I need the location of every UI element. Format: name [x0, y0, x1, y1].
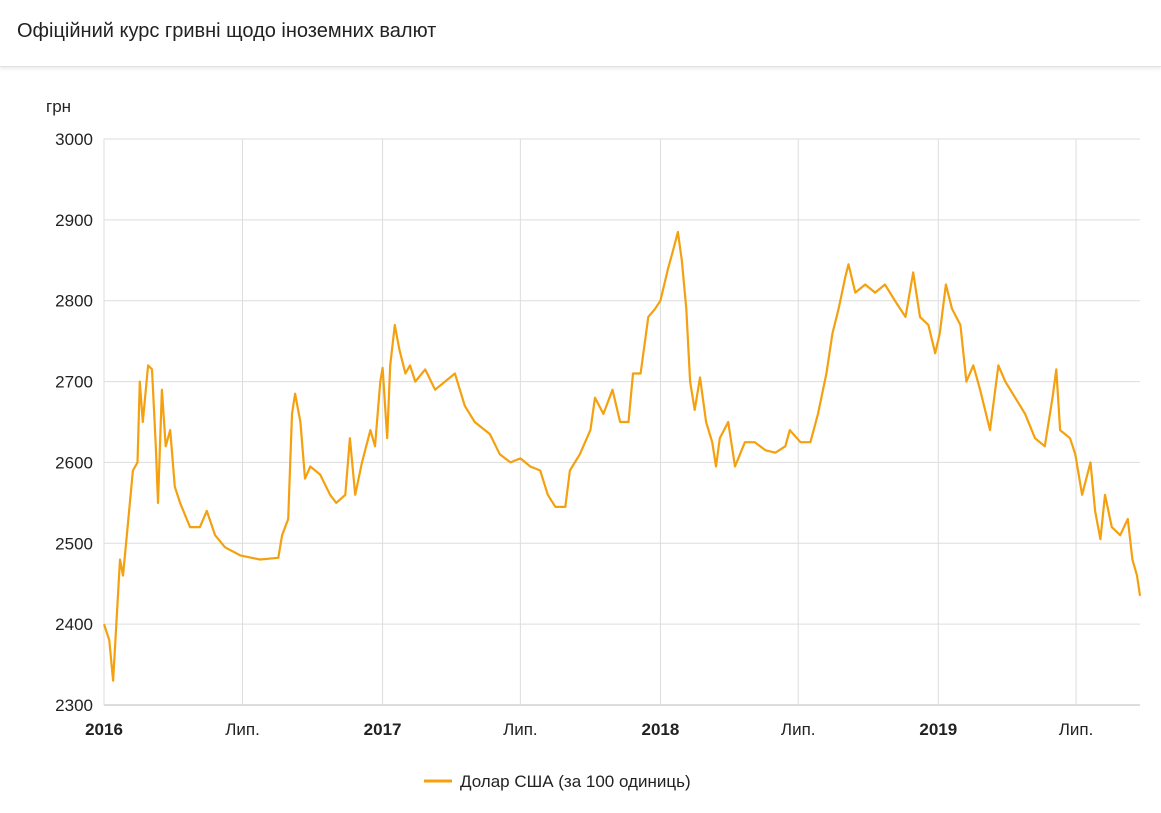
y-tick-label: 2600: [55, 453, 93, 472]
x-tick-label: 2018: [642, 720, 680, 739]
page-title: Офіційний курс гривні щодо іноземних вал…: [17, 20, 437, 42]
x-axis-ticks: 2016 Лип. 2017 Лип. 2018 Лип. 2019 Лип.: [85, 720, 1093, 739]
y-tick-label: 2400: [55, 615, 93, 634]
y-tick-label: 2800: [55, 292, 93, 311]
y-axis-ticks: 2300 2400 2500 2600 2700 2800 2900 3000: [55, 130, 93, 715]
series: [102, 230, 1142, 682]
header: Офіційний курс гривні щодо іноземних вал…: [0, 0, 1161, 67]
x-tick-label: Лип.: [781, 720, 816, 739]
y-tick-label: 3000: [55, 130, 93, 149]
y-tick-label: 2700: [55, 373, 93, 392]
x-tick-label: 2019: [919, 720, 957, 739]
x-tick-label: 2016: [85, 720, 123, 739]
series-line-usd: [102, 230, 1142, 682]
y-tick-label: 2300: [55, 696, 93, 715]
x-tick-label: 2017: [364, 720, 402, 739]
y-tick-label: 2900: [55, 211, 93, 230]
x-tick-label: Лип.: [503, 720, 538, 739]
grid: [103, 138, 1140, 706]
x-tick-label: Лип.: [225, 720, 260, 739]
y-tick-label: 2500: [55, 534, 93, 553]
y-axis-unit-label: грн: [46, 97, 71, 116]
x-tick-label: Лип.: [1059, 720, 1094, 739]
legend-label: Долар США (за 100 одиниць): [460, 772, 691, 791]
legend[interactable]: Долар США (за 100 одиниць): [424, 772, 691, 791]
